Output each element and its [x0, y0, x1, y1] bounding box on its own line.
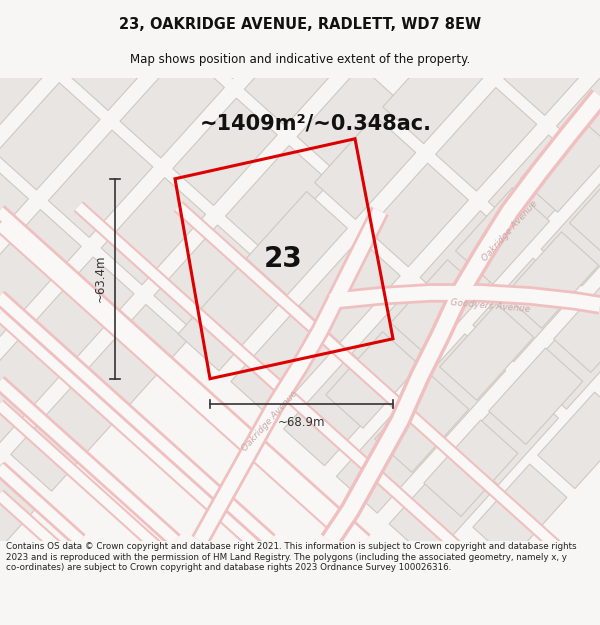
Polygon shape [489, 348, 583, 444]
Polygon shape [541, 182, 600, 286]
Polygon shape [101, 177, 206, 285]
Polygon shape [244, 19, 349, 126]
Polygon shape [67, 3, 172, 111]
Polygon shape [404, 334, 506, 437]
Polygon shape [389, 457, 490, 561]
Polygon shape [520, 116, 600, 212]
Text: 23, OAKRIDGE AVENUE, RADLETT, WD7 8EW: 23, OAKRIDGE AVENUE, RADLETT, WD7 8EW [119, 17, 481, 32]
Polygon shape [473, 258, 574, 362]
Polygon shape [154, 225, 259, 332]
Polygon shape [0, 209, 81, 317]
Text: ~68.9m: ~68.9m [278, 416, 325, 429]
Polygon shape [82, 304, 187, 412]
Polygon shape [436, 88, 536, 191]
Polygon shape [505, 232, 599, 328]
Polygon shape [569, 160, 600, 256]
Polygon shape [178, 268, 279, 371]
Polygon shape [297, 66, 401, 174]
Text: Oakridge Avenue: Oakridge Avenue [241, 389, 299, 452]
Text: Goodyers Avenue: Goodyers Avenue [450, 298, 530, 314]
Polygon shape [488, 135, 589, 239]
Polygon shape [49, 130, 153, 238]
Polygon shape [226, 146, 330, 253]
Polygon shape [457, 381, 559, 485]
Polygon shape [0, 463, 44, 571]
Polygon shape [337, 409, 437, 513]
Polygon shape [473, 464, 567, 561]
Polygon shape [0, 82, 100, 190]
Polygon shape [455, 188, 550, 284]
Polygon shape [594, 230, 600, 334]
Polygon shape [375, 376, 469, 472]
Polygon shape [173, 98, 277, 206]
Polygon shape [451, 0, 552, 68]
Polygon shape [557, 59, 600, 163]
Text: Oakridge Avenue: Oakridge Avenue [481, 199, 539, 263]
Text: 23: 23 [264, 245, 302, 272]
Text: ~63.4m: ~63.4m [94, 255, 107, 302]
Polygon shape [0, 289, 10, 396]
Polygon shape [29, 257, 134, 364]
Polygon shape [391, 260, 485, 356]
Polygon shape [0, 336, 62, 444]
Polygon shape [0, 35, 47, 142]
Polygon shape [538, 392, 600, 489]
Polygon shape [326, 332, 420, 428]
Polygon shape [367, 163, 469, 267]
Polygon shape [247, 191, 347, 295]
Polygon shape [0, 162, 28, 269]
Polygon shape [420, 211, 521, 314]
Polygon shape [299, 239, 400, 342]
Polygon shape [352, 286, 453, 390]
Text: ~1409m²/~0.348ac.: ~1409m²/~0.348ac. [200, 113, 432, 133]
Polygon shape [554, 276, 600, 372]
Polygon shape [526, 306, 600, 409]
Text: Map shows position and indicative extent of the property.: Map shows position and indicative extent… [130, 53, 470, 66]
Polygon shape [231, 314, 332, 418]
Polygon shape [504, 12, 600, 116]
Polygon shape [284, 362, 385, 466]
Polygon shape [11, 384, 115, 491]
Polygon shape [139, 0, 243, 31]
Polygon shape [314, 116, 416, 219]
Polygon shape [191, 0, 296, 79]
Polygon shape [120, 51, 224, 158]
Polygon shape [440, 304, 533, 401]
Polygon shape [424, 420, 518, 516]
Polygon shape [383, 40, 484, 144]
Text: Contains OS data © Crown copyright and database right 2021. This information is : Contains OS data © Crown copyright and d… [6, 542, 577, 572]
Polygon shape [14, 0, 119, 63]
